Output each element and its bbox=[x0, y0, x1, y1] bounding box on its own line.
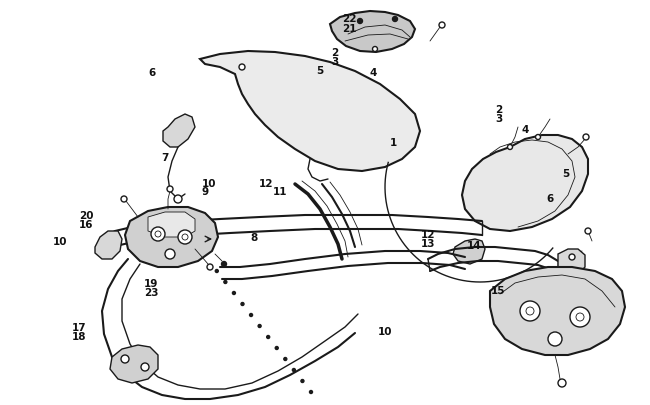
Text: 4: 4 bbox=[521, 125, 528, 134]
Text: 18: 18 bbox=[72, 331, 86, 341]
Circle shape bbox=[520, 301, 540, 321]
Circle shape bbox=[250, 314, 253, 317]
Text: 7: 7 bbox=[161, 152, 168, 162]
Circle shape bbox=[182, 234, 188, 241]
Circle shape bbox=[233, 292, 235, 295]
Text: 13: 13 bbox=[421, 239, 436, 249]
Circle shape bbox=[241, 303, 244, 306]
Circle shape bbox=[239, 65, 245, 71]
Circle shape bbox=[292, 369, 295, 371]
Circle shape bbox=[266, 336, 270, 339]
Circle shape bbox=[358, 19, 363, 24]
Text: 16: 16 bbox=[79, 220, 94, 229]
Circle shape bbox=[207, 264, 213, 270]
Text: 19: 19 bbox=[144, 279, 159, 288]
Polygon shape bbox=[330, 12, 415, 53]
Text: 23: 23 bbox=[144, 288, 159, 297]
Text: 14: 14 bbox=[467, 241, 481, 250]
Circle shape bbox=[570, 307, 590, 327]
Text: 3: 3 bbox=[495, 114, 502, 124]
Text: 20: 20 bbox=[79, 211, 94, 220]
Circle shape bbox=[439, 23, 445, 29]
Circle shape bbox=[224, 281, 227, 284]
Text: 9: 9 bbox=[202, 187, 209, 197]
Circle shape bbox=[178, 230, 192, 244]
Text: 6: 6 bbox=[546, 194, 553, 203]
Circle shape bbox=[583, 135, 589, 141]
Circle shape bbox=[393, 17, 398, 22]
Text: 11: 11 bbox=[273, 187, 287, 197]
Circle shape bbox=[215, 270, 218, 273]
Polygon shape bbox=[558, 249, 585, 276]
Circle shape bbox=[309, 390, 313, 394]
Text: 5: 5 bbox=[562, 168, 569, 178]
Text: 2: 2 bbox=[495, 105, 502, 115]
Text: 4: 4 bbox=[369, 68, 376, 78]
Text: 17: 17 bbox=[72, 322, 86, 332]
Circle shape bbox=[222, 262, 226, 267]
Text: 12: 12 bbox=[259, 178, 273, 188]
Circle shape bbox=[141, 363, 149, 371]
Polygon shape bbox=[490, 267, 625, 355]
Text: 12: 12 bbox=[421, 230, 436, 240]
Circle shape bbox=[508, 145, 512, 150]
Circle shape bbox=[558, 379, 566, 387]
Circle shape bbox=[284, 358, 287, 360]
Text: 10: 10 bbox=[53, 237, 68, 246]
Text: 10: 10 bbox=[378, 326, 393, 336]
Circle shape bbox=[372, 47, 378, 52]
Text: 8: 8 bbox=[250, 232, 257, 242]
Polygon shape bbox=[462, 136, 588, 231]
Circle shape bbox=[155, 231, 161, 237]
Text: 5: 5 bbox=[317, 66, 324, 75]
Circle shape bbox=[569, 254, 575, 260]
Circle shape bbox=[121, 355, 129, 363]
Circle shape bbox=[275, 347, 278, 350]
Circle shape bbox=[165, 249, 175, 259]
Polygon shape bbox=[110, 345, 158, 383]
Text: 22: 22 bbox=[343, 15, 357, 24]
Text: 1: 1 bbox=[390, 138, 397, 147]
Polygon shape bbox=[125, 207, 218, 267]
Circle shape bbox=[174, 196, 182, 203]
Text: 10: 10 bbox=[202, 178, 216, 188]
Circle shape bbox=[167, 187, 173, 192]
Text: 2: 2 bbox=[332, 48, 339, 58]
Circle shape bbox=[548, 332, 562, 346]
Circle shape bbox=[526, 307, 534, 315]
Polygon shape bbox=[148, 213, 195, 237]
Circle shape bbox=[301, 379, 304, 383]
Circle shape bbox=[576, 313, 584, 321]
Polygon shape bbox=[95, 231, 122, 259]
Circle shape bbox=[121, 196, 127, 202]
Text: 6: 6 bbox=[148, 68, 155, 78]
Polygon shape bbox=[163, 115, 195, 148]
Circle shape bbox=[585, 228, 591, 234]
Text: 3: 3 bbox=[332, 57, 339, 66]
Polygon shape bbox=[200, 52, 420, 172]
Circle shape bbox=[258, 325, 261, 328]
Circle shape bbox=[536, 135, 541, 140]
Text: 15: 15 bbox=[491, 285, 505, 295]
Polygon shape bbox=[453, 239, 485, 264]
Text: 21: 21 bbox=[343, 24, 357, 34]
Circle shape bbox=[151, 228, 165, 241]
